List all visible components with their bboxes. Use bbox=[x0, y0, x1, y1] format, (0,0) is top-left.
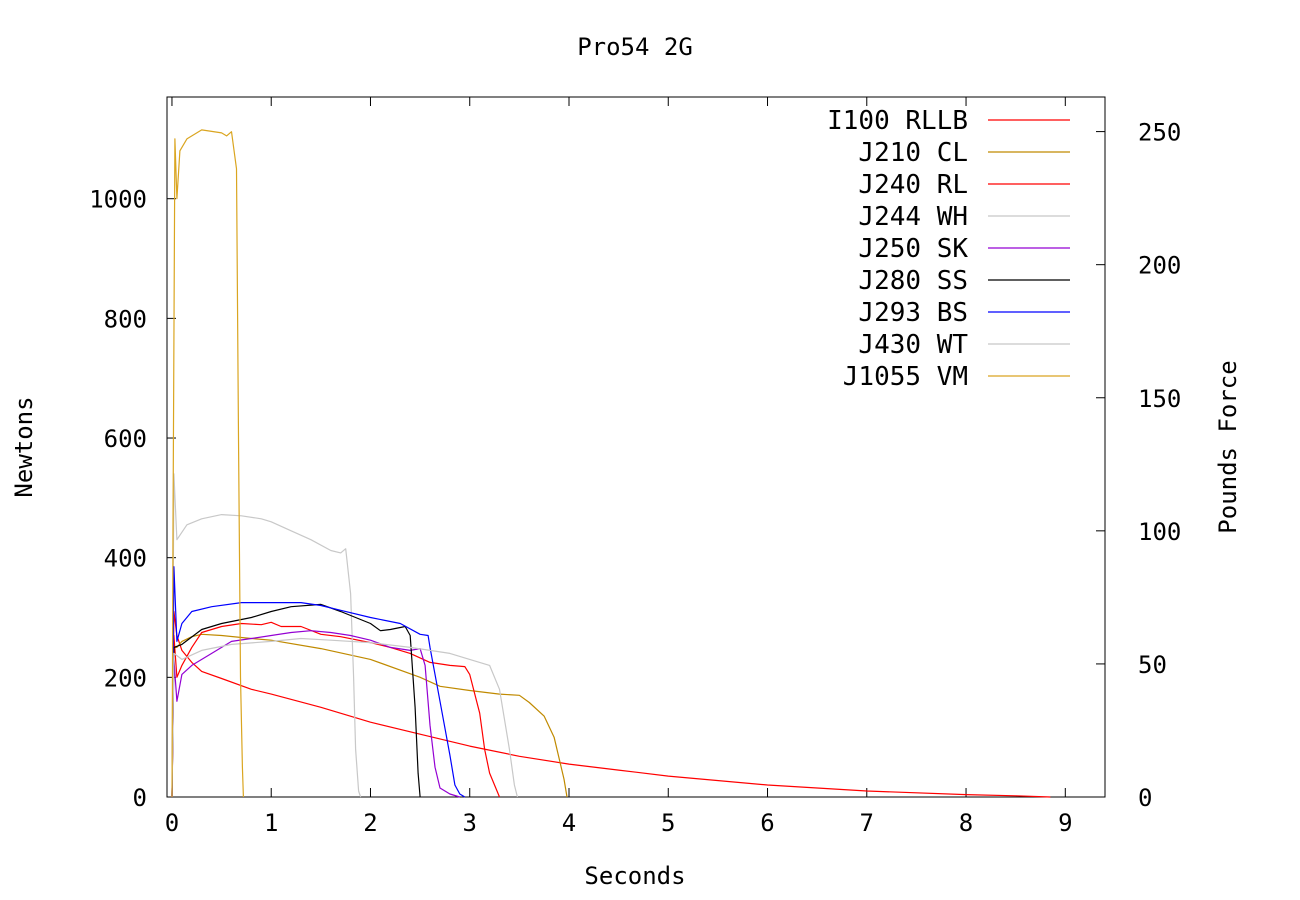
series-line bbox=[171, 129, 244, 798]
y-tick-label: 400 bbox=[104, 545, 147, 573]
y2-tick-label: 0 bbox=[1138, 784, 1152, 812]
y2-tick-label: 150 bbox=[1138, 385, 1181, 413]
y-tick-label: 200 bbox=[104, 664, 147, 692]
y-tick-label: 1000 bbox=[89, 186, 147, 214]
y2-tick-label: 250 bbox=[1138, 119, 1181, 147]
x-tick-label: 5 bbox=[661, 809, 675, 837]
y2-tick-label: 200 bbox=[1138, 252, 1181, 280]
y-tick-label: 600 bbox=[104, 425, 147, 453]
x-tick-label: 4 bbox=[562, 809, 576, 837]
y2-tick-label: 100 bbox=[1138, 518, 1181, 546]
y-tick-label: 800 bbox=[104, 305, 147, 333]
plot-frame bbox=[166, 96, 1106, 798]
x-tick-label: 8 bbox=[959, 809, 973, 837]
legend-label: J210 CL bbox=[858, 138, 968, 168]
legend-label: J1055 VM bbox=[843, 362, 968, 392]
x-tick-label: 1 bbox=[264, 809, 278, 837]
chart-title: Pro54 2G bbox=[577, 33, 693, 61]
x-tick-label: 3 bbox=[463, 809, 477, 837]
legend-label: J244 WH bbox=[858, 202, 968, 232]
legend-label: J293 BS bbox=[858, 298, 968, 328]
x-axis-label: Seconds bbox=[584, 862, 685, 890]
x-tick-label: 9 bbox=[1058, 809, 1072, 837]
series-line bbox=[171, 621, 501, 798]
series-line bbox=[171, 610, 1051, 798]
x-tick-label: 7 bbox=[860, 809, 874, 837]
series-line bbox=[171, 630, 460, 798]
y2-axis-label: Pounds Force bbox=[1214, 360, 1242, 533]
x-tick-label: 2 bbox=[363, 809, 377, 837]
y-tick-label: 0 bbox=[133, 784, 147, 812]
legend-label: J240 RL bbox=[858, 170, 968, 200]
legend-label: J280 SS bbox=[858, 266, 968, 296]
series-line bbox=[171, 633, 568, 798]
series-line bbox=[171, 473, 362, 798]
y2-tick-label: 50 bbox=[1138, 651, 1167, 679]
plot-area: 0 1 2 3 4 5 6 7 8 9 0 200 400 600 800 1000 0 50 100 150 200 2… bbox=[89, 96, 1181, 837]
x-tick-label: 6 bbox=[760, 809, 774, 837]
legend-label: I100 RLLB bbox=[827, 106, 968, 136]
series-line bbox=[171, 566, 466, 798]
legend-label: J430 WT bbox=[858, 330, 968, 360]
legend-label: J250 SK bbox=[858, 234, 968, 264]
series-line bbox=[171, 637, 518, 798]
y-axis-label: Newtons bbox=[10, 396, 38, 497]
x-tick-label: 0 bbox=[165, 809, 179, 837]
